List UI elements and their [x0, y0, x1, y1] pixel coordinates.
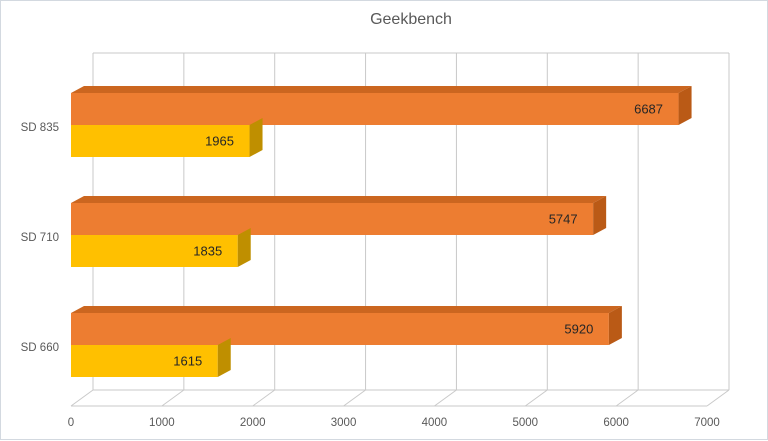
floor-depth-line [161, 389, 185, 407]
floor-depth-line [524, 389, 548, 407]
x-tick-label: 4000 [422, 417, 448, 429]
labels-layer: 0 1000 2000 3000 4000 5000 6000 7000 6687 1965 SD … [21, 102, 720, 429]
x-tick-label: 0 [68, 417, 74, 429]
bar-end-cap [249, 118, 263, 157]
bar [71, 93, 679, 125]
x-tick-label: 3000 [331, 417, 357, 429]
bar-end-cap [237, 228, 251, 267]
bar-value-label: 5747 [549, 212, 578, 227]
x-tick-label: 1000 [149, 417, 175, 429]
bar-value-label: 6687 [634, 102, 663, 117]
floor-depth-line [70, 389, 94, 407]
floor-depth-line [706, 389, 730, 407]
bar-value-label: 1835 [193, 244, 222, 259]
x-tick-label: 6000 [603, 417, 629, 429]
x-tick-label: 5000 [512, 417, 538, 429]
x-tick-label: 2000 [240, 417, 266, 429]
bar-end-cap [593, 196, 607, 235]
bar-end-cap [217, 338, 231, 377]
bar-top-face [71, 86, 692, 93]
bar [71, 125, 250, 157]
bar-top-face [71, 306, 622, 313]
bar [71, 345, 218, 377]
chart-title: Geekbench [370, 11, 452, 28]
floor-depth-line [434, 389, 457, 407]
bar [71, 313, 609, 345]
bar-end-cap [608, 306, 622, 345]
bar-value-label: 1965 [205, 134, 234, 149]
category-label: SD 710 [21, 232, 59, 244]
bars-layer [71, 86, 692, 377]
bar-value-label: 1615 [173, 354, 202, 369]
bar [71, 235, 238, 267]
floor-depth-line [252, 389, 276, 407]
floor-depth-line [615, 389, 639, 407]
bar-end-cap [678, 86, 692, 125]
category-label: SD 835 [21, 122, 59, 134]
category-label: SD 660 [21, 342, 59, 354]
x-tick-label: 7000 [694, 417, 720, 429]
bar [71, 203, 594, 235]
bar-value-label: 5920 [564, 322, 593, 337]
floor-depth-line [343, 389, 366, 407]
bar-top-face [71, 196, 607, 203]
